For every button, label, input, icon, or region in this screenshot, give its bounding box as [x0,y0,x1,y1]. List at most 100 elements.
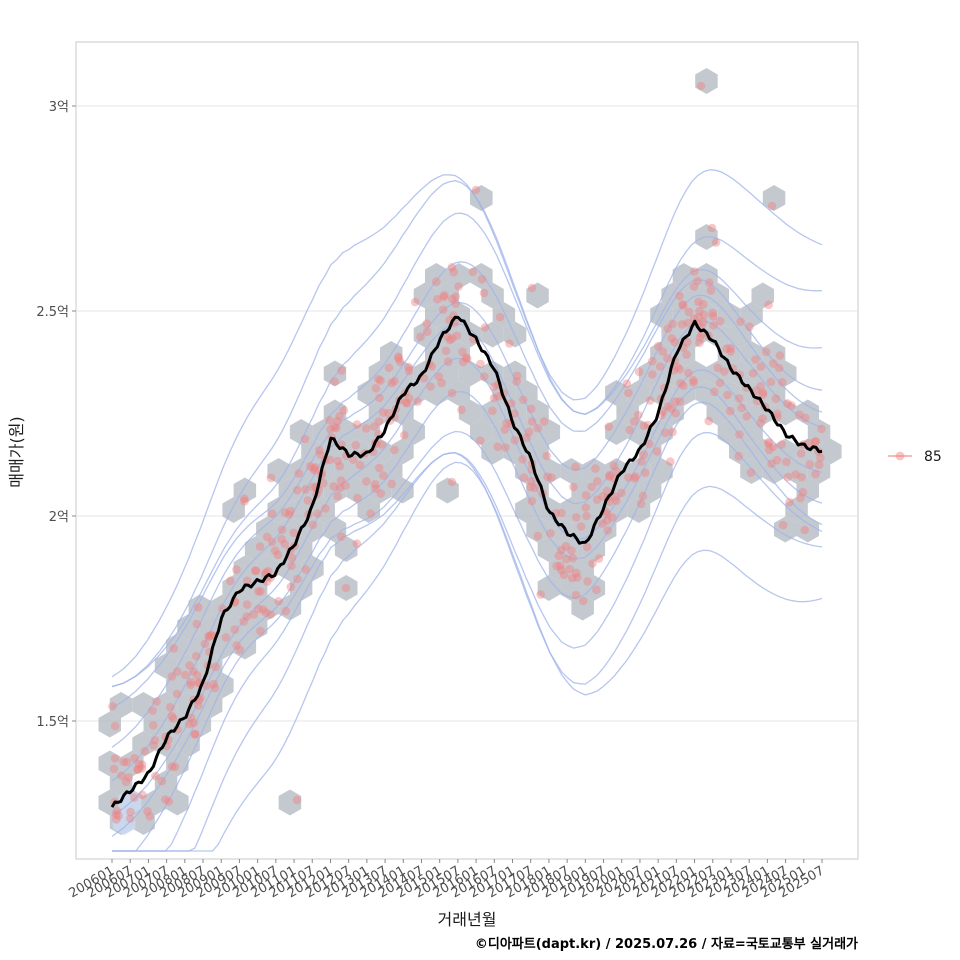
scatter-point [448,294,457,304]
scatter-point [277,534,286,544]
scatter-point [682,350,691,359]
scatter-point [679,381,688,391]
scatter-point [167,762,177,771]
scatter-point [748,368,758,378]
scatter-point [138,790,147,800]
scatter-point [636,499,646,509]
scatter-point [110,721,120,731]
scatter-point [149,741,158,750]
scatter-point [371,484,381,493]
scatter-point [500,425,510,434]
scatter-point [375,393,384,403]
scatter-point [287,553,297,563]
scatter-point [404,366,414,376]
scatter-point [695,306,704,316]
scatter-point [293,574,302,584]
scatter-point [416,332,425,342]
scatter-point [582,542,592,552]
scatter-point [301,485,310,494]
density-contour [112,452,823,852]
scatter-point [476,436,485,446]
scatter-point [301,565,311,574]
scatter-point [480,372,489,381]
scatter-point [658,347,667,356]
scatter-point [361,424,371,433]
scatter-point [124,773,133,782]
scatter-point [306,461,315,471]
hexbin-cell [774,399,797,426]
scatter-point [588,559,597,568]
scatter-point [708,312,718,321]
scatter-point [640,468,650,478]
hexbin-cell [346,438,369,465]
scatter-point [376,489,386,498]
hexbin-cell [436,477,459,504]
scatter-point [634,410,643,420]
scatter-point [166,703,175,712]
scatter-point [281,606,291,616]
scatter-point [734,451,743,461]
scatter-point [723,390,732,400]
scatter-point [267,509,277,518]
scatter-point [761,347,771,357]
x-axis-title: 거래년월 [438,910,497,929]
scatter-point [447,388,457,398]
scatter-point [284,510,294,519]
scatter-point [167,711,177,721]
scatter-point [555,561,565,571]
hexbin-cell [492,302,516,328]
scatter-point [617,488,626,498]
scatter-point [225,576,235,586]
scatter-point [379,471,388,480]
scatter-point [280,508,290,517]
scatter-point [592,585,601,595]
scatter-point [262,532,272,542]
scatter-point [715,316,725,326]
scatter-point [539,417,549,426]
scatter-point [462,354,472,363]
scatter-point [353,493,362,503]
hexbin-cell [323,516,347,543]
scatter-point [309,482,318,492]
scatter-point [609,461,619,471]
scatter-point [518,455,527,464]
hexbin-cell [98,750,121,777]
scatter-point [253,587,263,596]
scatter-point [310,463,320,472]
scatter-point [708,308,717,318]
legend: 85 [888,449,942,465]
scatter-point [629,417,639,426]
scatter-point [384,363,394,373]
scatter-point [711,238,721,247]
hexbin-cell [526,399,549,426]
scatter-point [543,472,552,482]
hexbin-cell [762,341,786,367]
scatter-point [390,445,399,455]
scatter-point [675,364,685,374]
hexbin-cell [593,477,617,504]
scatter-point [185,661,194,670]
scatter-point [443,357,453,367]
scatter-point [592,495,602,505]
hexbin-cell [211,633,234,660]
hexbin-cell [368,399,392,426]
hexbin-cell [334,575,358,601]
scatter-point [280,539,290,549]
scatter-point [441,346,451,356]
hexbin-cell [357,419,380,445]
scatter-point [696,81,706,91]
scatter-point [704,416,713,426]
hexbin-cell [762,458,786,484]
scatter-point [308,520,318,530]
hexbin-cell [807,419,831,445]
scatter-point [126,814,135,823]
scatter-point [758,388,768,397]
scatter-point [471,185,481,195]
scatter-point [522,433,531,442]
scatter-point [495,312,505,322]
scatter-point [110,754,120,763]
hexbin-cell [638,360,662,387]
hexbin-cell [470,419,493,445]
scatter-point [805,460,815,469]
